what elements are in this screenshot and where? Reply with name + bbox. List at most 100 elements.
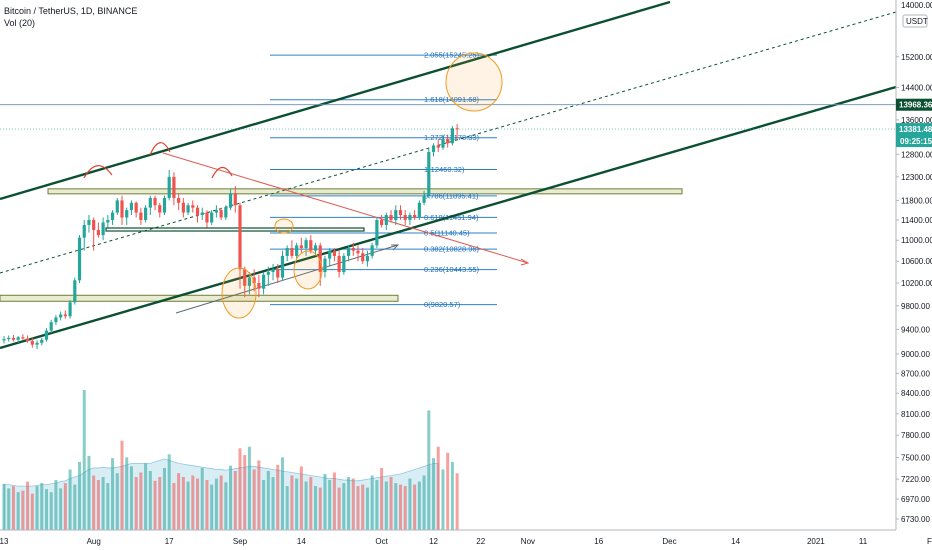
volume-bar	[403, 486, 407, 530]
price-tick-label: 11400.00	[901, 216, 932, 225]
volume-bar	[347, 477, 351, 530]
candle-body	[40, 339, 44, 343]
price-tick-label: 10200.00	[901, 279, 932, 288]
price-tick-label: 7500.00	[901, 453, 930, 462]
candle-body	[110, 212, 115, 220]
candle-body	[68, 302, 72, 317]
candle-body	[82, 224, 86, 238]
ascending-arrow-head	[391, 244, 400, 251]
fib-level-label: 0.786(11895.41)	[424, 191, 479, 200]
fib-level-label: 0.236(10443.55)	[424, 265, 480, 274]
time-tick-label: 14	[731, 537, 740, 546]
candle-body	[455, 128, 459, 130]
volume-bar	[153, 480, 157, 530]
volume-bar	[49, 492, 53, 530]
volume-bar	[200, 467, 204, 530]
volume-bar	[318, 487, 322, 530]
candle-body	[346, 248, 351, 256]
descending-trend-line	[162, 152, 529, 264]
volume-bar	[129, 466, 133, 530]
time-tick-label: Nov	[521, 537, 535, 546]
time-tick-label: Oct	[375, 537, 388, 546]
volume-bar	[398, 484, 402, 530]
candle-body	[87, 219, 91, 225]
price-tick-label: 14400.00	[901, 83, 932, 92]
volume-bar	[78, 461, 82, 530]
candle-body	[125, 210, 129, 218]
time-tick-label: Sep	[233, 537, 248, 546]
candle-body	[120, 200, 124, 218]
volume-bar	[323, 474, 327, 530]
volume-bar	[408, 478, 412, 530]
volume-bar	[196, 478, 200, 530]
candle-body	[30, 340, 34, 345]
candle-body	[238, 205, 242, 270]
volume-bar	[266, 470, 270, 530]
candle-body	[35, 342, 39, 345]
volume-bar	[290, 475, 294, 530]
volume-bar	[167, 454, 171, 530]
volume-bar	[370, 475, 374, 530]
volume-bar	[271, 477, 275, 530]
price-tick-label: 9800.00	[901, 302, 930, 311]
volume-bar	[11, 486, 15, 530]
volume-bar	[21, 490, 25, 530]
volume-bar	[224, 482, 228, 530]
volume-bar	[304, 481, 308, 530]
last-price-label: 13381.48	[899, 125, 932, 134]
volume-bar	[44, 489, 48, 530]
volume-bar	[2, 483, 6, 530]
candle-body	[148, 198, 152, 208]
candle-body	[361, 253, 365, 262]
candle-body	[309, 240, 313, 251]
volume-bar	[63, 483, 67, 530]
plot-area: 2.055(15245.25)1.618(14091.68)1.272(1317…	[0, 0, 896, 530]
volume-bar	[436, 446, 440, 530]
volume-bar	[417, 481, 421, 530]
volume-bar	[30, 493, 34, 530]
crosshair-price-badge	[896, 98, 932, 111]
volume-bar	[210, 484, 214, 530]
volume-indicator-label: Vol (20)	[4, 18, 36, 28]
candle-body	[44, 330, 49, 340]
price-tick-label: 9000.00	[901, 350, 930, 359]
volume-bar	[111, 458, 115, 530]
volume-bar	[432, 458, 436, 530]
time-tick-label: 2021	[807, 537, 825, 546]
candle-body	[318, 245, 322, 273]
range-box-support	[105, 227, 365, 232]
volume-bar	[365, 487, 369, 530]
price-tick-label: 12300.00	[901, 173, 932, 182]
price-axis-bg	[896, 0, 932, 550]
candle-body	[304, 240, 308, 249]
volume-bar	[87, 455, 91, 530]
ascending-trend-line	[175, 244, 399, 314]
volume-bar	[172, 483, 176, 530]
time-tick-label: 11	[859, 537, 868, 546]
volume-bar	[332, 472, 336, 530]
time-tick-label: 14	[297, 537, 306, 546]
volume-bar	[186, 481, 190, 530]
candle-body	[262, 274, 266, 289]
fib-level-label: 0(9820.57)	[424, 300, 461, 309]
volume-bar	[342, 483, 346, 530]
candle-body	[408, 215, 412, 220]
volume-bar	[101, 477, 105, 530]
volume-bar	[380, 467, 384, 530]
candle-body	[214, 210, 218, 213]
volume-bar	[191, 475, 195, 530]
volume-bar	[356, 486, 360, 530]
candle-body	[16, 337, 20, 340]
candle-body	[243, 269, 247, 286]
candle-body	[167, 176, 171, 199]
channel-upper-line	[0, 0, 671, 201]
candle-body	[191, 205, 195, 208]
channel-lower-line	[0, 85, 896, 350]
resistance-zone-upper	[47, 188, 683, 195]
price-tick-label: 10600.00	[901, 257, 932, 266]
volume-bar	[144, 463, 148, 530]
candle-body	[375, 219, 379, 246]
support-zone-lower	[0, 294, 399, 302]
